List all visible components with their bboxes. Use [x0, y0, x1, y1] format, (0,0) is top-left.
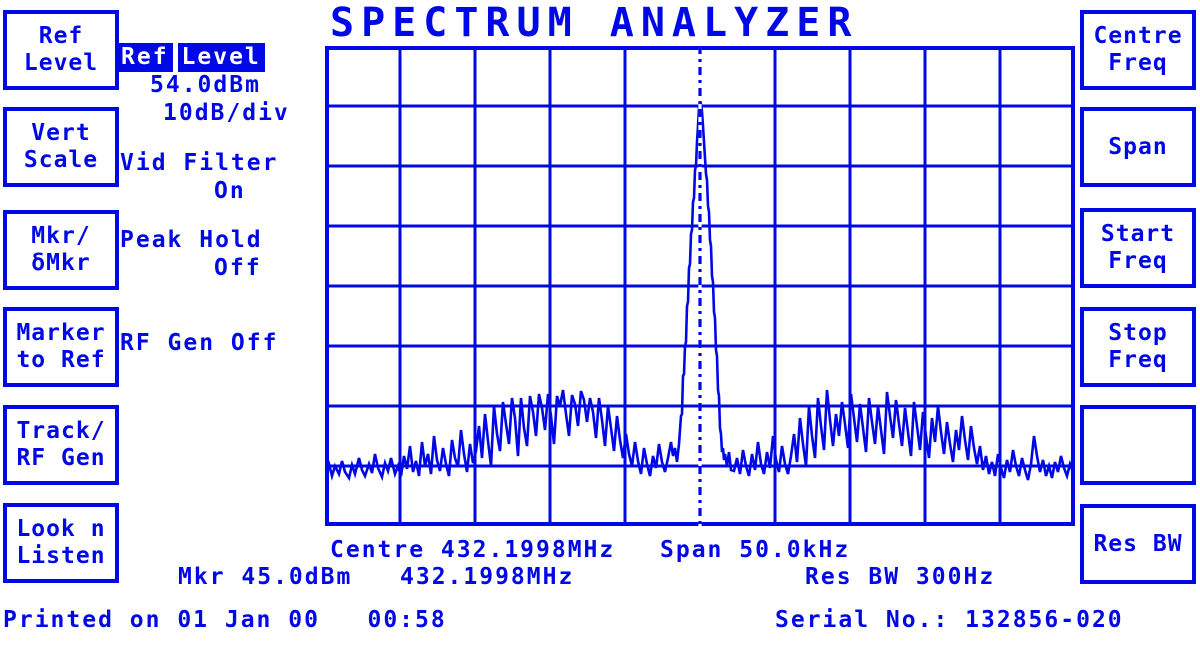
- footer-printed-date: Printed on 01 Jan 00 00:58: [3, 607, 447, 633]
- status-vert-scale: 10dB/div: [163, 100, 290, 126]
- softkey-span[interactable]: Span: [1080, 107, 1196, 187]
- softkey-stop-freq[interactable]: Stop Freq: [1080, 307, 1196, 387]
- status-vid-filter-state: On: [214, 178, 246, 204]
- readout-marker-freq: 432.1998MHz: [400, 564, 575, 590]
- softkey-start-freq[interactable]: Start Freq: [1080, 208, 1196, 288]
- status-peak-hold: Peak Hold: [120, 227, 263, 253]
- status-rf-gen: RF Gen Off: [120, 330, 279, 356]
- readout-centre-freq: Centre 432.1998MHz: [330, 537, 616, 563]
- readout-res-bw: Res BW 300Hz: [805, 564, 996, 590]
- status-ref-level-value: 54.0dBm: [150, 72, 261, 98]
- softkey-blank[interactable]: [1080, 405, 1196, 485]
- spectrum-plot: [325, 46, 1075, 526]
- softkey-track-rf-gen[interactable]: Track/RF Gen: [3, 405, 119, 485]
- status-ref-word: Ref: [117, 43, 173, 72]
- softkey-centre-freq[interactable]: Centre Freq: [1080, 10, 1196, 90]
- softkey-res-bw[interactable]: Res BW: [1080, 504, 1196, 584]
- softkey-ref-level[interactable]: Ref Level: [3, 10, 119, 90]
- status-ref-level-highlight: Ref Level: [117, 43, 265, 72]
- page-title: SPECTRUM ANALYZER: [330, 0, 859, 46]
- status-level-word: Level: [177, 43, 265, 72]
- readout-marker-level: Mkr 45.0dBm: [178, 564, 353, 590]
- status-peak-hold-state: Off: [214, 255, 262, 281]
- softkey-look-n-listen[interactable]: Look n Listen: [3, 503, 119, 583]
- softkey-marker-to-ref[interactable]: Marker to Ref: [3, 307, 119, 387]
- readout-span: Span 50.0kHz: [660, 537, 851, 563]
- spectrum-trace: [325, 99, 1075, 482]
- footer-serial-number: Serial No.: 132856-020: [775, 607, 1124, 633]
- softkey-mkr-delta-mkr[interactable]: Mkr/δMkr: [3, 210, 119, 290]
- status-vid-filter: Vid Filter: [120, 150, 279, 176]
- softkey-vert-scale[interactable]: Vert Scale: [3, 107, 119, 187]
